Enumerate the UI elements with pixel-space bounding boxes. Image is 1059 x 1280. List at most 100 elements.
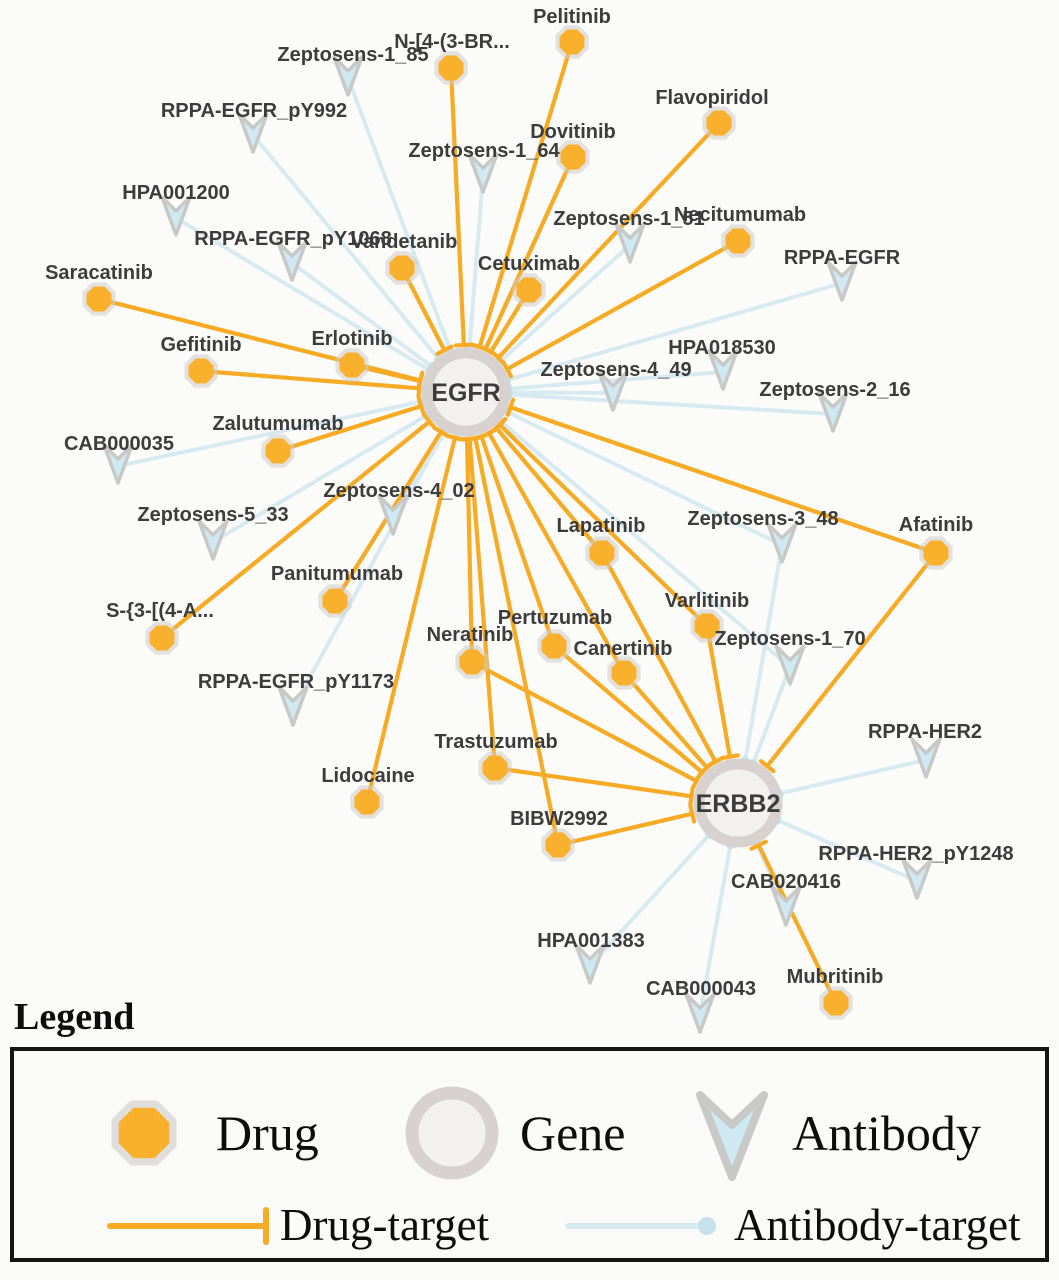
drug-node-label-Flavopiridol: Flavopiridol (655, 87, 768, 109)
antibody-node-Zeptosens-5_33 (197, 519, 229, 561)
drug-target-edge-Gefitinib-EGFR (198, 368, 422, 391)
drug-octagon-icon (438, 55, 464, 81)
antibody-node-RPPA-EGFR (826, 260, 858, 302)
antibody-target-edge-RPPA-HER2_pY1248-ERBB2 (773, 817, 918, 883)
legend-item-antibody-target: Antibody-target (564, 1203, 1021, 1248)
drug-node-Pelitinib (555, 25, 589, 59)
drug-node-Canertinib (607, 656, 641, 690)
drug-target-edges (96, 39, 939, 1006)
antibody-target-edge-CAB000043-ERBB2 (698, 842, 733, 1016)
drug-node-label-Pertuzumab: Pertuzumab (498, 607, 612, 629)
drug-octagon-icon (111, 1100, 177, 1166)
legend-item-drug: Drug (94, 1083, 319, 1183)
drug-octagon-icon (516, 277, 542, 303)
antibody-chevron-icon (901, 858, 933, 900)
antibody-node-Zeptosens-1_51 (614, 222, 646, 264)
legend-drug-target-label: Drug-target (280, 1200, 490, 1250)
antibody-node-Zeptosens-4_49 (597, 370, 629, 412)
drug-octagon-icon (559, 29, 585, 55)
antibody-node-label-HPA018530: HPA018530 (668, 337, 775, 359)
antibody-chevron-icon (197, 519, 229, 561)
antibody-target-edge-CAB000035-EGFR (117, 398, 428, 468)
drug-octagon-icon (482, 755, 508, 781)
antibody-target-edge-RPPA-EGFR_pY992-EGFR (251, 133, 443, 363)
antibody-node-CAB000043 (684, 992, 716, 1034)
drug-octagon-icon (589, 540, 615, 566)
drug-target-edge-Varlitinib-EGFR (497, 422, 710, 629)
antibody-node-Zeptosens-1_64 (467, 152, 499, 194)
antibody-node-HPA001383 (574, 943, 606, 985)
drug-node-Pertuzumab (537, 629, 571, 663)
drug-node-label-Cetuximab: Cetuximab (478, 253, 580, 275)
drug-target-edge-N-[4-(3-BR...-EGFR (448, 65, 466, 348)
drug-octagon-icon (823, 990, 849, 1016)
antibody-chevron-icon (467, 152, 499, 194)
drug-target-edge-Canertinib-ERBB2 (621, 670, 710, 770)
antibody-target-edge-icon (565, 1216, 716, 1235)
drug-node-Neratinib (455, 645, 489, 679)
drug-target-edge-Varlitinib-ERBB2 (704, 623, 732, 759)
antibody-chevron-icon (826, 260, 858, 302)
drug-target-edge-Neratinib-EGFR (464, 436, 475, 665)
legend-box: Drug Gene Antibody Drug-target (10, 1047, 1049, 1262)
antibody-target-edge-Zeptosens-3_48-ERBB2 (742, 544, 784, 764)
antibody-target-edge-HPA018530-EGFR (505, 370, 724, 391)
drug-node-label-Necitumumab: Necitumumab (674, 204, 806, 226)
drug-octagon-icon (322, 588, 348, 614)
drug-octagon-icon (149, 625, 175, 651)
antibody-node-label-Zeptosens-4_49: Zeptosens-4_49 (540, 359, 691, 381)
drug-node-label-Mubritinib: Mubritinib (787, 966, 884, 988)
drug-target-edge-Trastuzumab-ERBB2 (492, 765, 694, 799)
drug-octagon-icon (354, 789, 380, 815)
drug-node-Gefitinib (184, 354, 218, 388)
antibody-node-label-HPA001383: HPA001383 (537, 930, 644, 952)
drug-edge-tbar (416, 396, 426, 416)
drug-node-label-Vandetanib: Vandetanib (351, 231, 458, 253)
antibody-node-label-Zeptosens-4_02: Zeptosens-4_02 (323, 480, 474, 502)
antibody-target-edge-HPA001383-ERBB2 (588, 831, 713, 968)
gene-node-label-EGFR: EGFR (431, 379, 500, 407)
drug-octagon-icon (541, 633, 567, 659)
antibody-node-label-Zeptosens-1_85: Zeptosens-1_85 (277, 44, 428, 66)
antibody-chevron-icon (332, 55, 364, 97)
antibody-target-edge-Zeptosens-1_85-EGFR (346, 77, 454, 356)
drug-octagon-icon (725, 228, 751, 254)
antibody-node-label-Zeptosens-2_16: Zeptosens-2_16 (759, 379, 910, 401)
drug-node-label-Saracatinib: Saracatinib (45, 262, 153, 284)
antibody-node-label-CAB020416: CAB020416 (731, 871, 841, 893)
antibody-node-label-CAB000043: CAB000043 (646, 978, 756, 1000)
legend-item-drug-target: Drug-target (106, 1203, 489, 1248)
drug-target-edge-Afatinib-ERBB2 (765, 550, 939, 769)
drug-octagon-icon (706, 110, 732, 136)
drug-node-label-Lidocaine: Lidocaine (321, 765, 414, 787)
antibody-node-RPPA-EGFR_pY992 (237, 112, 269, 154)
antibody-chevron-icon (277, 685, 309, 727)
drug-node-Afatinib (919, 536, 953, 570)
legend-item-antibody: Antibody (690, 1081, 981, 1185)
antibody-chevron-icon (597, 370, 629, 412)
antibody-target-edge-Zeptosens-1_70-EGFR (495, 416, 792, 669)
legend-item-gene: Gene (402, 1083, 626, 1183)
antibody-chevron-icon (377, 494, 409, 536)
drug-node-label-BIBW2992: BIBW2992 (510, 808, 608, 830)
drug-node-Cetuximab (512, 273, 546, 307)
antibody-node-label-Zeptosens-5_33: Zeptosens-5_33 (137, 504, 288, 526)
drug-octagon-icon (545, 832, 571, 858)
antibody-node-label-Zeptosens-1_64: Zeptosens-1_64 (408, 140, 560, 162)
drug-edge-tbar (416, 371, 425, 392)
drug-node-label-Panitumumab: Panitumumab (271, 563, 403, 585)
drug-target-edge-Neratinib-ERBB2 (469, 659, 699, 784)
drug-target-edge-Pelitinib-EGFR (477, 39, 575, 350)
drug-node-Varlitinib (690, 609, 724, 643)
antibody-chevron-icon (766, 522, 798, 564)
drug-target-edge-S-{3-[(4-A...-EGFR (159, 419, 432, 641)
drug-node-label-Gefitinib: Gefitinib (160, 334, 241, 356)
antibody-node-RPPA-EGFR_pY1068 (276, 240, 308, 282)
drug-node-BIBW2992 (541, 828, 575, 862)
drug-target-edge-Lapatinib-EGFR (494, 425, 605, 556)
drug-node-Zalutumumab (261, 434, 295, 468)
drug-target-edge-Pertuzumab-EGFR (479, 434, 557, 649)
drug-node-label-Neratinib: Neratinib (427, 624, 514, 646)
antibody-target-edge-Zeptosens-1_64-EGFR (467, 174, 485, 353)
